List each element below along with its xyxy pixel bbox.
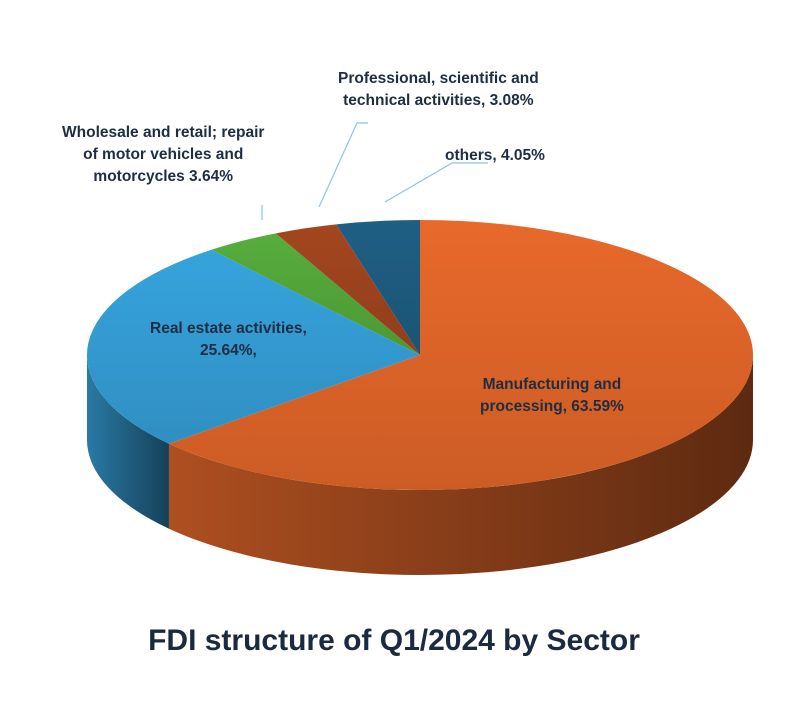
pie-slice-others (336, 220, 420, 355)
label-line: 25.64%, (199, 342, 257, 359)
label-line: processing, 63.59% (480, 398, 624, 415)
label-others: others, 4.05% (445, 145, 545, 167)
pie-slice-wholesale-and-retail-repair-of-motor-vehicles-and-motorcycles (211, 233, 420, 355)
label-line: of motor vehicles and (83, 146, 244, 163)
pie-slice-professional-scientific-and-technical-activities (275, 224, 420, 355)
label-line: Manufacturing and (482, 376, 622, 393)
label-real-estate: Real estate activities, 25.64%, (150, 318, 307, 362)
pie-side-1 (87, 355, 169, 529)
leader-line-4 (384, 162, 488, 203)
label-line: motorcycles 3.64% (93, 168, 233, 185)
pie-side-0 (168, 355, 754, 575)
label-line: technical activities, 3.08% (343, 92, 534, 109)
label-line: Real estate activities, (150, 320, 307, 337)
label-line: Professional, scientific and (338, 70, 539, 87)
label-line: others, 4.05% (445, 147, 545, 164)
chart-title: FDI structure of Q1/2024 by Sector (148, 624, 640, 657)
label-wholesale: Wholesale and retail; repair of motor ve… (62, 122, 264, 188)
label-professional: Professional, scientific and technical a… (338, 68, 539, 112)
pie-slice-manufacturing-and-processing (168, 220, 754, 490)
pie-slice-real-estate-activities (86, 249, 420, 444)
label-line: Wholesale and retail; repair (62, 124, 265, 141)
label-manufacturing: Manufacturing and processing, 63.59% (480, 374, 624, 418)
leader-line-3 (318, 122, 368, 208)
